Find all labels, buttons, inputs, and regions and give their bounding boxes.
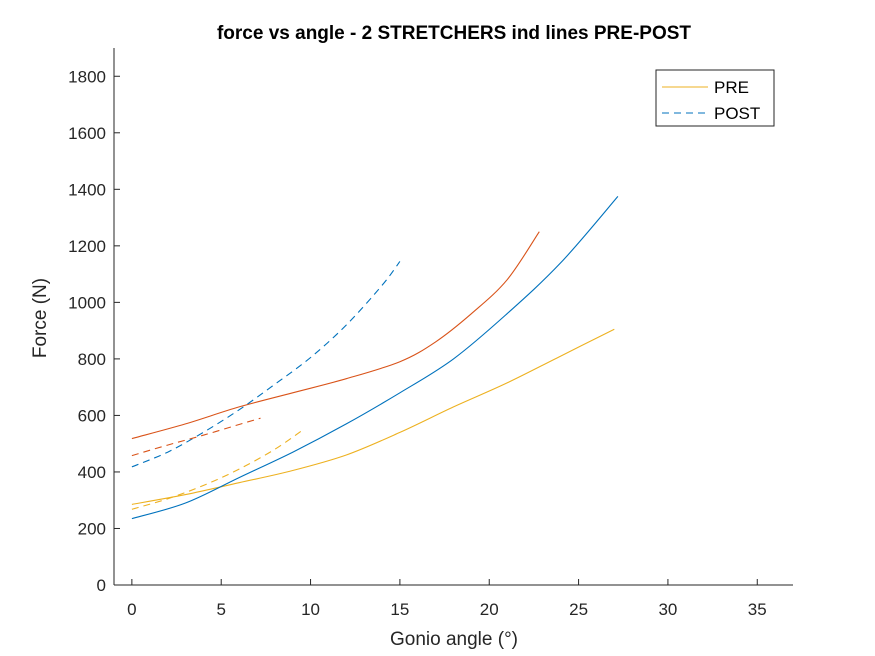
x-tick-label: 5: [216, 600, 225, 619]
legend-label-pre: PRE: [714, 78, 749, 97]
y-tick-label: 1000: [68, 293, 106, 312]
series-line-3-solid: [131, 231, 540, 440]
x-tick-label: 35: [748, 600, 767, 619]
legend-box: [655, 69, 775, 127]
y-tick-label: 1200: [68, 237, 106, 256]
series-line-1-solid: [131, 328, 615, 505]
y-tick-label: 600: [78, 406, 106, 425]
x-tick-label: 25: [569, 600, 588, 619]
legend-label-post: POST: [714, 104, 760, 123]
series-line-2-solid: [131, 196, 619, 520]
y-tick-label: 800: [78, 350, 106, 369]
y-axis-label: Force (N): [30, 278, 51, 358]
legend: PRE POST: [655, 69, 775, 127]
x-tick-label: 15: [390, 600, 409, 619]
x-tick-label: 30: [658, 600, 677, 619]
y-tick-label: 1800: [68, 67, 106, 86]
y-tick-label: 1600: [68, 124, 106, 143]
series-layer: [131, 196, 619, 520]
axes: 0 5 10 15 20 25 30 35 0 200 400 600 800 1000 1200 1400 1…: [68, 48, 793, 619]
chart-title: force vs angle - 2 STRETCHERS ind lines …: [217, 23, 691, 44]
series-line-6-dashed: [131, 429, 304, 510]
y-tick-label: 0: [97, 576, 106, 595]
y-tick-label: 200: [78, 519, 106, 538]
y-tick-label: 400: [78, 463, 106, 482]
series-line-4-dashed: [131, 261, 401, 468]
x-tick-label: 10: [301, 600, 320, 619]
y-tick-label: 1400: [68, 180, 106, 199]
x-tick-label: 0: [127, 600, 136, 619]
x-tick-label: 20: [480, 600, 499, 619]
series-line-5-dashed: [131, 417, 261, 457]
x-axis-label: Gonio angle (°): [390, 629, 518, 650]
